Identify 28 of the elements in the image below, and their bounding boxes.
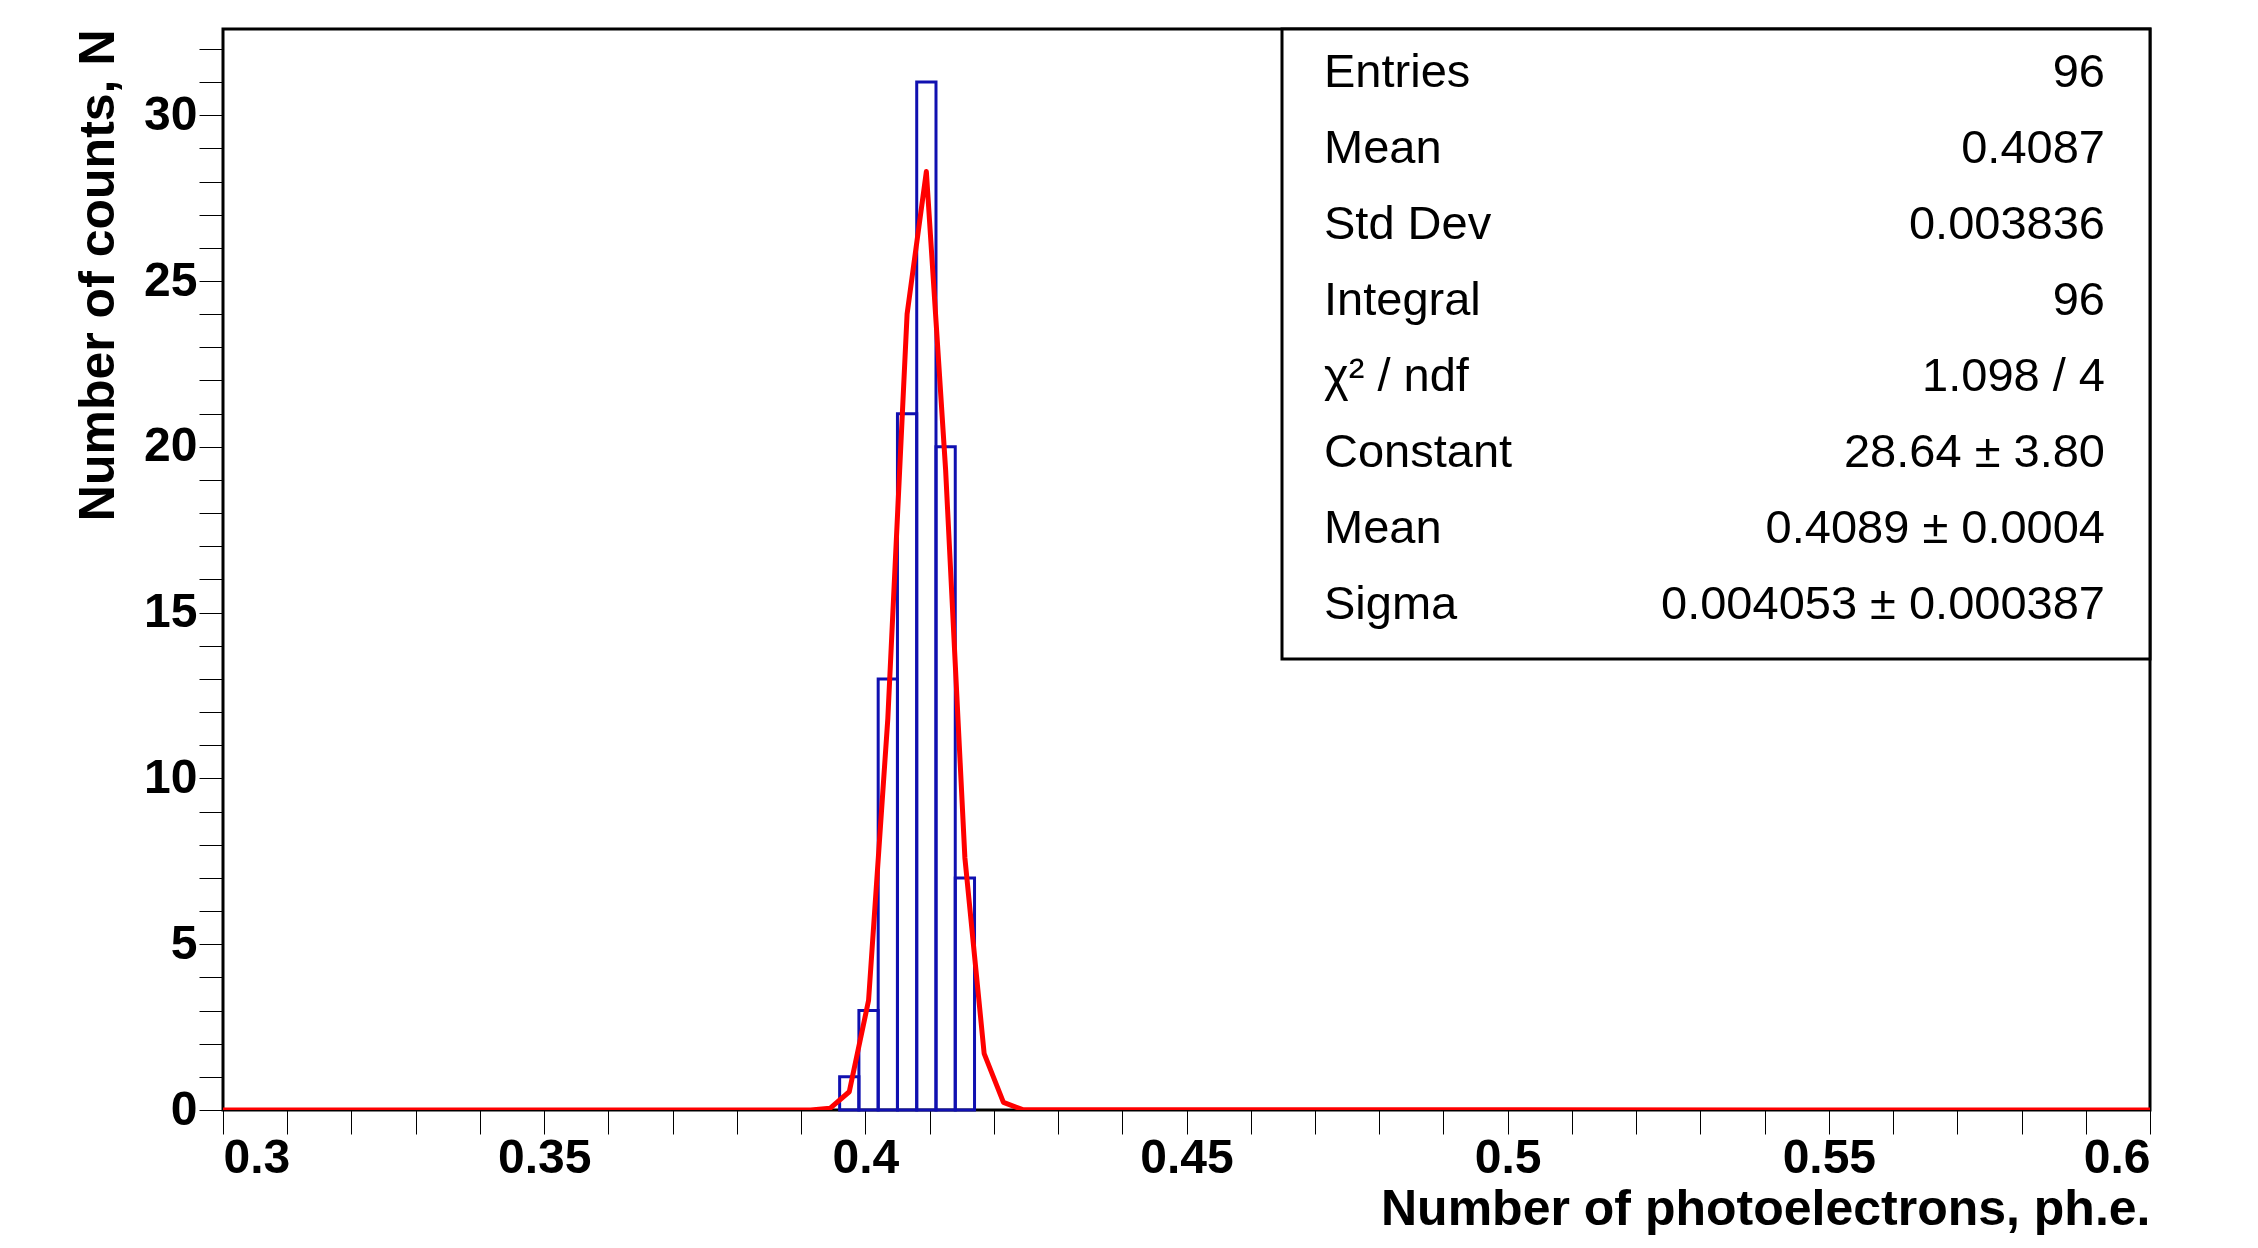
annotation: Mean bbox=[1324, 120, 1442, 173]
y-tick-label: 15 bbox=[144, 584, 198, 638]
y-tick-label: 20 bbox=[144, 418, 198, 472]
annotation: Std Dev bbox=[1324, 196, 1492, 249]
y-axis-title: Number of counts, N bbox=[69, 29, 126, 522]
y-tick-label: 10 bbox=[144, 749, 198, 803]
x-tick-label: 0.4 bbox=[832, 1129, 900, 1183]
annotation: Constant bbox=[1324, 424, 1513, 477]
annotation: 1.098 / 4 bbox=[1922, 348, 2105, 401]
y-tick-label: 30 bbox=[144, 86, 198, 140]
annotation: χ² / ndf bbox=[1324, 348, 1470, 401]
annotation: 0.4087 bbox=[1961, 120, 2105, 173]
annotation: 96 bbox=[2052, 272, 2105, 325]
x-tick-label: 0.3 bbox=[223, 1129, 291, 1183]
annotation: 0.003836 bbox=[1908, 196, 2105, 249]
y-tick-label: 5 bbox=[170, 915, 198, 969]
annotation: Integral bbox=[1324, 272, 1481, 325]
annotation: 28.64 ± 3.80 bbox=[1843, 424, 2105, 477]
annotation: 96 bbox=[2052, 44, 2105, 97]
annotation: Mean bbox=[1324, 500, 1442, 553]
x-tick-label: 0.35 bbox=[497, 1129, 592, 1183]
annotation: 0.004053 ± 0.000387 bbox=[1661, 576, 2105, 629]
x-tick-label: 0.45 bbox=[1140, 1129, 1234, 1183]
y-tick-label: 25 bbox=[144, 252, 198, 306]
annotation: 0.4089 ± 0.0004 bbox=[1765, 500, 2105, 553]
annotation: Entries bbox=[1324, 44, 1471, 97]
y-tick-label: 0 bbox=[170, 1081, 198, 1135]
annotation: Sigma bbox=[1324, 576, 1459, 629]
